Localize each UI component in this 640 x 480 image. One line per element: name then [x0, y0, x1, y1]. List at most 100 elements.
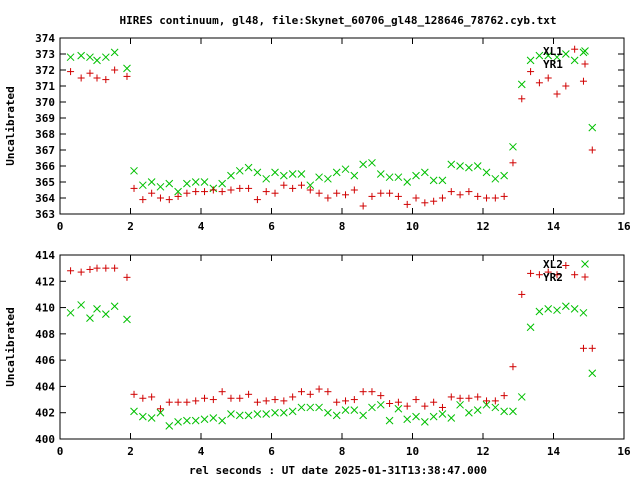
y-tick-label: 408: [35, 328, 55, 341]
bottom-ticks: 400 402 404 406 408 410 412 414 0 2 4 6 8 10 12 14 16: [35, 249, 631, 458]
data-point: [535, 271, 543, 279]
series-YR1: [67, 45, 596, 210]
x-tick-label: 2: [127, 445, 134, 458]
y-tick-label: 371: [35, 80, 55, 93]
data-point: [110, 302, 119, 311]
data-point: [438, 176, 447, 185]
top-ticks: 363 364 365 366 367 368 369 370 371 372 373 374 0 2 4 6…: [35, 32, 631, 233]
data-point: [509, 363, 517, 371]
data-point: [93, 74, 101, 82]
bottom-legend: XL2 YR2: [543, 258, 563, 284]
data-point: [77, 301, 86, 309]
data-point: [403, 178, 412, 186]
data-point: [191, 178, 200, 186]
bottom-plot-frame: [59, 254, 625, 440]
data-point: [156, 408, 165, 417]
data-point: [571, 271, 579, 279]
data-point: [394, 404, 403, 413]
data-point: [218, 188, 226, 196]
data-point: [500, 192, 508, 200]
data-point: [102, 76, 110, 84]
data-point: [394, 173, 403, 182]
data-point: [288, 407, 297, 416]
data-point: [579, 344, 587, 352]
x-axis-label: rel seconds : UT date 2025-01-31T13:38:4…: [189, 464, 487, 477]
data-point: [227, 410, 235, 418]
data-point: [86, 69, 94, 77]
data-point: [359, 411, 368, 420]
data-point: [456, 162, 464, 170]
bottom-legend-label-2: YR2: [543, 271, 563, 284]
data-point: [527, 269, 535, 277]
data-point: [447, 160, 456, 169]
data-point: [192, 188, 200, 196]
data-point: [130, 390, 138, 398]
data-point: [544, 305, 553, 313]
data-point: [456, 191, 464, 199]
data-point: [191, 416, 200, 425]
data-point: [394, 192, 402, 200]
data-point: [148, 189, 156, 197]
data-point: [333, 398, 341, 406]
data-point: [359, 388, 367, 396]
data-point: [517, 80, 526, 89]
data-point: [562, 262, 570, 270]
data-point: [165, 179, 174, 188]
data-point: [456, 394, 464, 402]
data-point: [77, 51, 86, 60]
data-point: [306, 186, 314, 194]
data-point: [324, 408, 332, 417]
data-point: [447, 414, 456, 422]
data-point: [333, 189, 341, 197]
data-point: [438, 403, 446, 411]
data-point: [438, 410, 447, 418]
data-point: [526, 323, 535, 332]
y-tick-label: 363: [35, 208, 55, 221]
data-point: [553, 306, 561, 315]
y-tick-label: 374: [35, 32, 55, 45]
y-tick-label: 372: [35, 64, 55, 77]
data-point: [385, 416, 394, 425]
data-point: [350, 171, 359, 180]
data-point: [209, 414, 218, 422]
data-point: [386, 400, 394, 408]
y-tick-label: 373: [35, 48, 55, 61]
x-tick-label: 8: [339, 445, 346, 458]
data-point: [465, 188, 473, 196]
data-point: [227, 394, 235, 402]
data-point: [535, 79, 543, 87]
data-point: [430, 197, 438, 205]
data-point: [253, 398, 261, 406]
data-point: [201, 394, 209, 402]
data-point: [500, 407, 509, 416]
x-tick-label: 0: [57, 220, 64, 233]
data-point: [553, 53, 561, 62]
data-point: [579, 77, 587, 85]
data-point: [165, 398, 173, 406]
data-point: [500, 171, 509, 180]
x-tick-label: 8: [339, 220, 346, 233]
data-point: [218, 416, 227, 425]
series-XL1: [66, 48, 597, 196]
y-tick-label: 414: [35, 249, 55, 262]
top-y-axis-label: Uncalibrated: [4, 86, 17, 165]
data-point: [350, 396, 358, 404]
y-tick-label: 366: [35, 160, 55, 173]
legend-marker-XL1: [581, 47, 589, 55]
data-point: [93, 56, 101, 65]
data-point: [77, 74, 85, 82]
bottom-panel: 400 402 404 406 408 410 412 414 0 2 4 6 8 10 12 14 16 Un…: [4, 249, 631, 477]
data-point: [412, 412, 420, 421]
series-XL2: [66, 301, 597, 430]
data-point: [101, 53, 110, 62]
data-point: [67, 267, 75, 275]
data-point: [491, 194, 499, 202]
data-point: [289, 184, 297, 192]
data-point: [544, 51, 553, 60]
data-point: [174, 418, 182, 426]
data-point: [271, 189, 279, 197]
data-point: [332, 168, 341, 177]
data-point: [138, 181, 147, 190]
data-point: [315, 173, 323, 182]
data-point: [111, 66, 119, 74]
